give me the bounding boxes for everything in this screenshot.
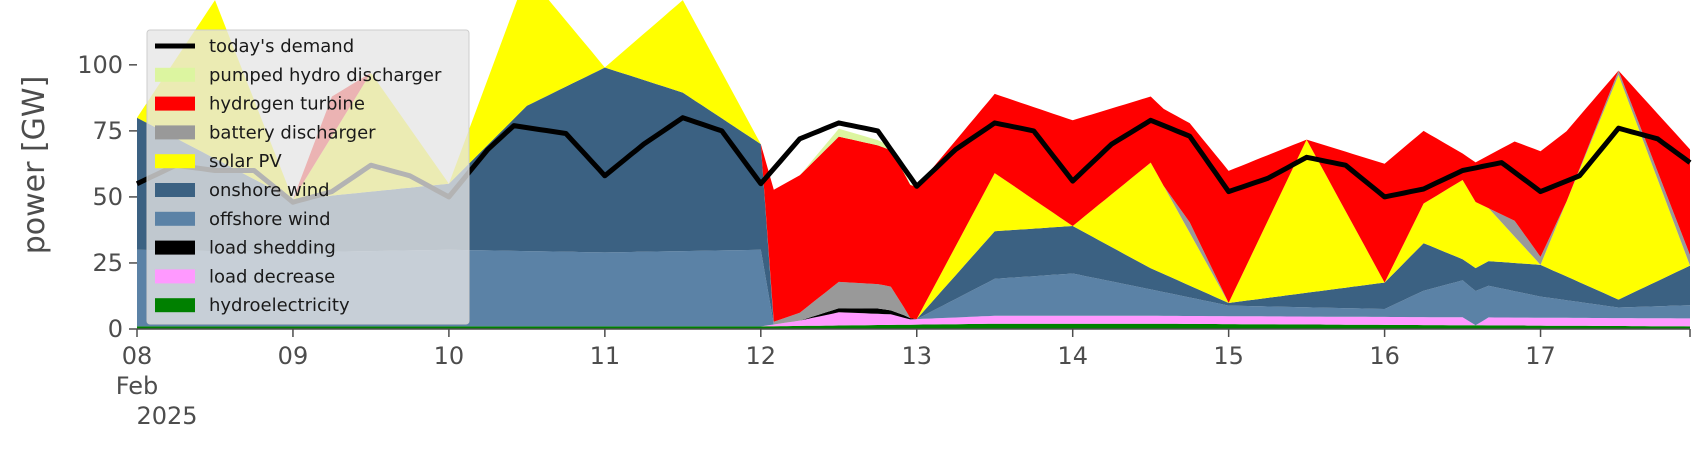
legend-swatch [155, 125, 195, 140]
x-tick-label: 11 [590, 342, 621, 370]
x-tick-label: 15 [1213, 342, 1244, 370]
legend-label: onshore wind [209, 180, 330, 201]
area-offshore-wind [137, 249, 1690, 327]
area-solar-pv [137, 0, 1690, 325]
x-tick-label: 12 [746, 342, 777, 370]
legend-box [146, 29, 470, 325]
x-tick-label: 09 [278, 342, 309, 370]
legend-label: solar PV [209, 151, 282, 172]
area-hydroelectricity [137, 323, 1690, 329]
x-tick-month: Feb [116, 372, 159, 400]
legend-label: load shedding [209, 238, 336, 259]
y-axis-label: power [GW] [17, 76, 52, 255]
legend-label: today's demand [209, 36, 354, 57]
x-tick-label: 16 [1369, 342, 1400, 370]
x-tick-label: 17 [1525, 342, 1556, 370]
legend-swatch [155, 183, 195, 197]
legend-swatch [155, 211, 195, 226]
legend-swatch [155, 240, 195, 255]
x-tick-label: 10 [434, 342, 465, 370]
y-tick-label: 75 [92, 117, 123, 145]
legend-swatch [155, 269, 195, 284]
legend: today's demand pumped hydro discharger hyd… [146, 29, 470, 325]
y-tick-label: 25 [92, 249, 123, 277]
legend-label: hydrogen turbine [209, 94, 365, 115]
legend-swatch [155, 298, 195, 313]
legend-label: pumped hydro discharger [209, 65, 442, 86]
legend-label: offshore wind [209, 209, 331, 230]
legend-swatch [155, 154, 195, 169]
legend-swatch [155, 96, 195, 111]
area-onshore-wind [137, 67, 1690, 325]
x-tick-label: 08 [122, 342, 153, 370]
legend-label: hydroelectricity [209, 295, 350, 316]
legend-label: battery discharger [209, 122, 376, 143]
y-tick-label: 100 [77, 51, 123, 79]
x-tick-label: 14 [1057, 342, 1088, 370]
y-axis: 0 25 50 75 100 [77, 51, 137, 343]
legend-label: load decrease [209, 266, 335, 287]
x-tick-label: 13 [901, 342, 932, 370]
area-load-decrease [137, 312, 1690, 327]
x-tick-year: 2025 [136, 402, 197, 430]
area-hydrogen-turbine [137, 0, 1690, 322]
legend-swatch [155, 67, 195, 82]
plot-area [137, 0, 1690, 329]
y-tick-label: 0 [108, 315, 123, 343]
y-tick-label: 50 [92, 183, 123, 211]
